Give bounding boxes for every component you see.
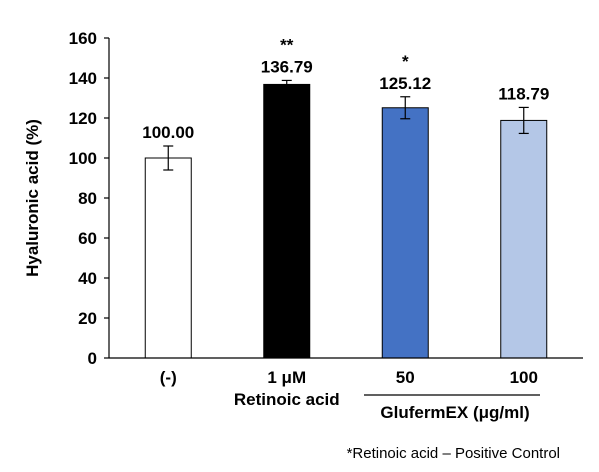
group-label: GlufermEX (μg/ml) xyxy=(380,403,529,422)
y-axis-label: Hyaluronic acid (%) xyxy=(23,119,42,277)
error-bar xyxy=(518,106,529,135)
significance-marker: ** xyxy=(280,35,294,54)
y-tick-label: 140 xyxy=(69,69,97,88)
error-bar xyxy=(400,96,411,120)
data-label: 100.00 xyxy=(142,123,194,142)
y-tick-label: 120 xyxy=(69,109,97,128)
data-label: 118.79 xyxy=(498,84,549,103)
bar xyxy=(500,119,548,359)
error-bar xyxy=(163,145,174,171)
data-label: 125.12 xyxy=(379,74,431,93)
significance-marker: * xyxy=(402,52,409,71)
y-tick-label: 0 xyxy=(88,349,97,368)
y-tick-label: 100 xyxy=(69,149,97,168)
data-label: 136.79 xyxy=(261,57,313,76)
x-tick-label: 1 μM xyxy=(267,368,306,387)
x-tick-label: 100 xyxy=(510,368,538,387)
bar xyxy=(263,83,311,359)
error-bar xyxy=(281,79,292,90)
x-tick-label: 50 xyxy=(396,368,415,387)
y-tick-label: 160 xyxy=(69,29,97,48)
bar xyxy=(381,107,429,359)
y-tick-label: 40 xyxy=(78,269,97,288)
y-tick-label: 80 xyxy=(78,189,97,208)
x-tick-sublabel: Retinoic acid xyxy=(234,390,340,409)
x-tick-label: (-) xyxy=(160,368,177,387)
footnote: *Retinoic acid – Positive Control xyxy=(347,445,560,462)
bar xyxy=(144,157,192,359)
y-tick-label: 60 xyxy=(78,229,97,248)
y-tick-label: 20 xyxy=(78,309,97,328)
